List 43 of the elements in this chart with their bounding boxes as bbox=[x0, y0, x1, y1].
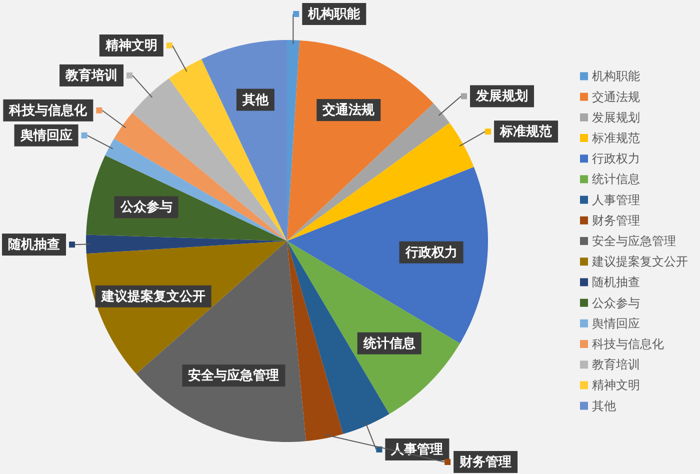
category-label: 标准规范 bbox=[592, 131, 640, 145]
slice-label: 随机抽查 bbox=[8, 237, 60, 252]
legend-label: 机构职能 bbox=[307, 6, 362, 22]
legend-label: 其他 bbox=[592, 398, 616, 413]
legend-label: 教育培训 bbox=[592, 358, 640, 372]
slice-label: 公众参与 bbox=[119, 198, 172, 215]
category-label: 发展规划 bbox=[592, 110, 640, 124]
legend-label: 科技与信息化 bbox=[592, 337, 664, 351]
slice-label: 科技与信息化 bbox=[8, 102, 88, 118]
legend-label: 精神文明 bbox=[592, 378, 640, 392]
slice-label: 交通法规 bbox=[322, 102, 376, 118]
slice-label: 精神文明 bbox=[104, 37, 158, 53]
legend-label: 财务管理 bbox=[458, 454, 512, 470]
legend-label: 发展规划 bbox=[475, 88, 528, 104]
legend-label: 交通法规 bbox=[592, 90, 640, 104]
category-label: 财务管理 bbox=[592, 213, 640, 228]
pie-slice bbox=[287, 241, 390, 434]
legend-label: 安全与应急管理 bbox=[592, 234, 676, 248]
pie-slice bbox=[287, 122, 474, 241]
pie-slice bbox=[287, 40, 434, 241]
legend-label: 统计信息 bbox=[592, 172, 640, 186]
category-label: 人事管理 bbox=[592, 192, 640, 207]
slice-label: 建议提案复文公开 bbox=[100, 288, 206, 304]
slice-label: 教育培训 bbox=[64, 66, 118, 83]
legend-label: 舆情回应 bbox=[592, 316, 640, 330]
slice-label: 舆情回应 bbox=[19, 126, 72, 143]
pie-slice bbox=[114, 112, 287, 241]
pie-slice bbox=[287, 241, 344, 442]
pie-slice bbox=[132, 78, 287, 241]
legend-label: 公众参与 bbox=[592, 296, 640, 310]
category-label: 机构职能 bbox=[592, 69, 640, 84]
pie-slice bbox=[287, 103, 450, 241]
legend-label: 行政权力 bbox=[592, 152, 640, 166]
legend-label: 建议提案复文公开 bbox=[591, 254, 688, 269]
slice-label: 行政权力 bbox=[404, 244, 458, 260]
legend-label: 标准规范 bbox=[499, 123, 552, 140]
legend-label: 随机抽查 bbox=[592, 275, 640, 290]
slice-label: 其他 bbox=[241, 92, 270, 108]
pie-slice bbox=[201, 40, 287, 241]
slice-label: 安全与应急管理 bbox=[188, 367, 280, 384]
slice-label: 统计信息 bbox=[362, 334, 416, 351]
pie-slice bbox=[105, 138, 287, 241]
legend-label: 人事管理 bbox=[390, 442, 444, 457]
